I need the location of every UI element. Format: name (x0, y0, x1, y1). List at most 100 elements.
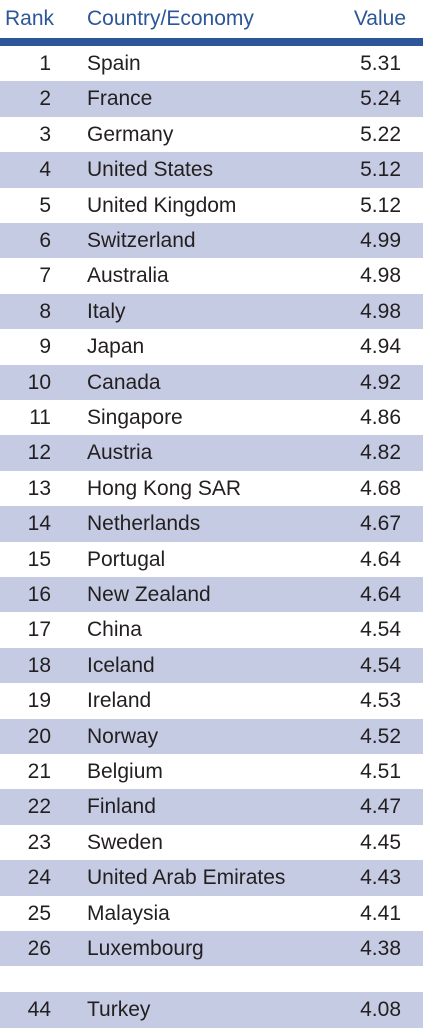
rank-cell: 15 (27, 547, 51, 571)
rank-cell: 5 (39, 193, 51, 217)
rank-cell: 22 (27, 795, 51, 819)
value-cell: 4.38 (360, 937, 401, 960)
country-cell: France (87, 87, 153, 111)
country-cell: United States (87, 158, 214, 182)
table-row: 18 Iceland 4.54 (0, 647, 423, 684)
rank-cell: 24 (27, 866, 51, 890)
value-cell: 5.24 (360, 87, 401, 111)
rank-cell: 8 (39, 299, 51, 323)
rank-cell: 1 (39, 52, 51, 75)
value-cell: 4.45 (360, 830, 401, 854)
country-cell: Norway (87, 724, 159, 748)
country-cell: Malaysia (87, 901, 170, 925)
country-cell: Switzerland (87, 229, 196, 252)
value-cell: 4.82 (360, 441, 401, 465)
value-cell: 4.08 (360, 998, 401, 1022)
country-cell: Spain (87, 52, 141, 75)
rank-cell: 14 (27, 512, 51, 536)
country-cell: United Arab Emirates (87, 866, 286, 890)
table-row: 22 Finland 4.47 (0, 789, 423, 825)
value-cell: 4.98 (360, 264, 401, 288)
value-cell: 5.12 (360, 193, 401, 217)
value-cell: 5.31 (360, 52, 401, 75)
rank-cell: 20 (27, 724, 51, 748)
country-cell: Australia (87, 264, 169, 288)
value-cell: 4.54 (360, 653, 401, 677)
table-row: 11 Singapore 4.86 (0, 400, 423, 435)
rank-cell: 44 (27, 998, 51, 1022)
rank-cell: 12 (27, 441, 51, 465)
country-cell: Sweden (87, 830, 163, 854)
rank-cell: 10 (27, 370, 51, 394)
value-cell: 4.67 (360, 512, 401, 536)
table-row: 6 Switzerland 4.99 (0, 223, 423, 259)
table-row: 23 Sweden 4.45 (0, 825, 423, 860)
rank-cell: 26 (27, 937, 51, 960)
rank-cell: 11 (29, 406, 51, 429)
country-cell: Japan (87, 335, 145, 359)
value-cell: 4.92 (360, 370, 401, 394)
table-row: 4 United States 5.12 (0, 152, 423, 188)
table-row: 12 Austria 4.82 (0, 435, 423, 471)
rank-cell: 4 (39, 158, 51, 182)
country-cell: Luxembourg (87, 937, 204, 960)
country-cell: Italy (87, 299, 126, 323)
country-cell: Austria (87, 441, 153, 465)
table-row: 3 Germany 5.22 (0, 117, 423, 152)
country-cell: Finland (87, 795, 156, 819)
rank-cell: 9 (39, 335, 51, 359)
rank-cell: 21 (27, 760, 51, 783)
table-row: 15 Portugal 4.64 (0, 542, 423, 577)
rank-cell: 7 (39, 264, 51, 288)
table-row: 8 Italy 4.98 (0, 293, 423, 330)
table-row: 20 Norway 4.52 (0, 718, 423, 754)
value-cell: 4.54 (360, 618, 401, 642)
table-row: 13 Hong Kong SAR 4.68 (0, 471, 423, 506)
table-row: 16 New Zealand 4.64 (0, 577, 423, 613)
table-row: 21 Belgium 4.51 (0, 754, 423, 789)
value-cell: 4.52 (360, 724, 401, 748)
table-header: Rank Country/Economy Value (0, 0, 423, 38)
country-cell: Hong Kong SAR (87, 476, 242, 500)
header-rank: Rank (5, 7, 55, 30)
rank-cell: 13 (27, 476, 51, 500)
table-row: 14 Netherlands 4.67 (0, 506, 423, 542)
value-cell: 4.98 (360, 299, 401, 323)
rank-cell: 23 (27, 830, 51, 854)
country-cell: United Kingdom (87, 193, 237, 217)
value-cell: 5.12 (360, 158, 401, 182)
country-cell: New Zealand (87, 583, 211, 606)
header-country: Country/Economy (87, 7, 254, 30)
rank-cell: 25 (27, 901, 51, 925)
value-cell: 4.64 (360, 547, 401, 571)
country-cell: Iceland (87, 653, 155, 677)
value-cell: 4.51 (360, 760, 401, 783)
table-gap (0, 966, 423, 993)
value-cell: 4.41 (360, 901, 401, 925)
rank-cell: 3 (39, 122, 51, 146)
table-row: 7 Australia 4.98 (0, 258, 423, 293)
country-cell: Singapore (87, 406, 183, 429)
table-row: 2 France 5.24 (0, 81, 423, 117)
table-row: 24 United Arab Emirates 4.43 (0, 860, 423, 896)
header-rule (0, 38, 423, 46)
rank-cell: 16 (27, 583, 51, 606)
value-cell: 4.68 (360, 476, 401, 500)
value-cell: 5.22 (360, 122, 401, 146)
rank-cell: 17 (27, 618, 51, 642)
country-cell: Germany (87, 122, 174, 146)
country-cell: China (87, 618, 142, 642)
table-row: 19 Ireland 4.53 (0, 683, 423, 718)
table-row: 26 Luxembourg 4.38 (0, 931, 423, 967)
value-cell: 4.86 (360, 406, 401, 429)
rank-cell: 19 (27, 689, 51, 713)
country-cell: Belgium (87, 760, 163, 783)
value-cell: 4.94 (360, 335, 401, 359)
rank-cell: 18 (27, 653, 51, 677)
table-row: 17 China 4.54 (0, 612, 423, 647)
value-cell: 4.99 (360, 229, 401, 252)
header-value: Value (353, 7, 406, 30)
value-cell: 4.64 (360, 583, 401, 606)
country-cell: Turkey (87, 998, 151, 1022)
